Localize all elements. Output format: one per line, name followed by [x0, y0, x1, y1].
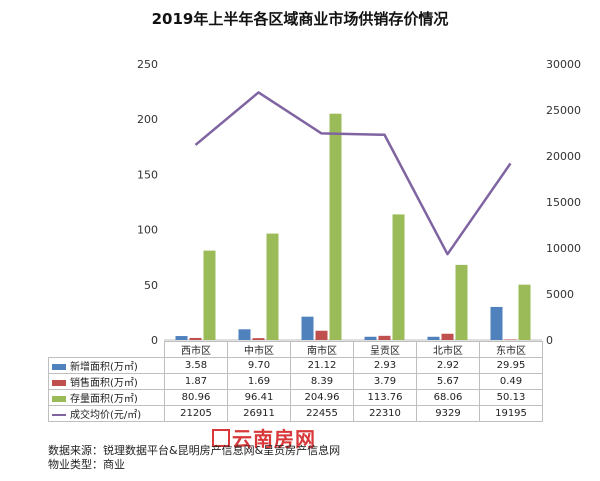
bar	[329, 113, 342, 341]
data-label: 3.79	[353, 373, 417, 390]
data-label: 21205	[164, 405, 228, 422]
source-label: 数据来源：	[48, 444, 103, 457]
bar	[175, 336, 188, 340]
bar	[238, 329, 251, 340]
y2-tick-label: 15000	[546, 196, 581, 209]
data-label: 5.67	[416, 373, 480, 390]
data-label: 9329	[416, 405, 480, 422]
bar	[203, 250, 216, 340]
legend-entry: 存量面积(万㎡)	[48, 389, 165, 406]
y-tick-label: 200	[137, 113, 158, 126]
source-value: 锐理数据平台&昆明房产信息网&呈贡房产信息网	[103, 444, 341, 457]
bar	[364, 336, 377, 340]
data-label: 19195	[479, 405, 543, 422]
bar	[441, 333, 454, 340]
chart-title: 2019年上半年各区域商业市场供销存价情况	[151, 10, 449, 28]
site-watermark: 云南房网	[212, 423, 316, 452]
bar	[301, 316, 314, 340]
y-tick-label: 250	[137, 58, 158, 71]
data-label: 68.06	[416, 389, 480, 406]
legend-swatch	[52, 364, 66, 370]
bar	[378, 335, 391, 340]
data-label: 2.92	[416, 357, 480, 374]
property-type-label: 物业类型：	[48, 458, 103, 471]
y-tick-label: 150	[137, 168, 158, 181]
table-row: 存量面积(万㎡) 80.96 96.41 204.96 113.76 68.06 50.13	[48, 389, 543, 406]
legend-entry: 销售面积(万㎡)	[48, 373, 165, 390]
y2-tick-label: 10000	[546, 242, 581, 255]
table-header-row: 西市区 中市区 南市区 呈贡区 北市区 东市区	[48, 341, 543, 358]
y-tick-label: 100	[137, 224, 158, 237]
data-label: 2.93	[353, 357, 417, 374]
category-label: 北市区	[416, 341, 480, 358]
bar	[252, 338, 265, 340]
bar	[504, 339, 517, 340]
data-label: 96.41	[227, 389, 291, 406]
data-label: 22455	[290, 405, 354, 422]
data-label: 0.49	[479, 373, 543, 390]
table-row: 成交均价(元/㎡) 21205 26911 22455 22310 9329 19195	[48, 405, 543, 422]
logo-box-icon	[212, 429, 230, 447]
y2-tick-label: 25000	[546, 104, 581, 117]
bar	[266, 233, 279, 340]
series-line	[194, 91, 512, 256]
series-name: 存量面积(万㎡)	[70, 394, 138, 405]
data-label: 3.58	[164, 357, 228, 374]
bar	[518, 284, 531, 340]
source-line: 数据来源：锐理数据平台&昆明房产信息网&呈贡房产信息网	[48, 444, 340, 458]
category-label: 呈贡区	[353, 341, 417, 358]
bar	[490, 306, 503, 340]
data-label: 8.39	[290, 373, 354, 390]
y-tick-label: 50	[144, 279, 158, 292]
bar	[455, 264, 468, 340]
data-label: 29.95	[479, 357, 543, 374]
bar	[392, 214, 405, 340]
property-type-value: 商业	[103, 458, 125, 471]
data-label: 1.87	[164, 373, 228, 390]
y2-tick-label: 0	[546, 334, 553, 347]
legend-swatch	[52, 414, 66, 416]
data-label: 21.12	[290, 357, 354, 374]
legend-swatch	[52, 396, 66, 402]
data-label: 80.96	[164, 389, 228, 406]
data-label: 26911	[227, 405, 291, 422]
data-label: 204.96	[290, 389, 354, 406]
property-type-line: 物业类型：商业	[48, 458, 340, 472]
bar	[189, 337, 202, 340]
data-label: 22310	[353, 405, 417, 422]
y-tick-label: 0	[151, 334, 158, 347]
category-label: 东市区	[479, 341, 543, 358]
series-name: 新增面积(万㎡)	[70, 362, 138, 373]
series-name: 销售面积(万㎡)	[70, 378, 138, 389]
category-label: 南市区	[290, 341, 354, 358]
y2-tick-label: 20000	[546, 150, 581, 163]
data-label: 1.69	[227, 373, 291, 390]
series-name: 成交均价(元/㎡)	[70, 410, 142, 421]
legend-swatch	[52, 380, 66, 386]
table-row: 新增面积(万㎡) 3.58 9.70 21.12 2.93 2.92 29.95	[48, 357, 543, 374]
table-row: 销售面积(万㎡) 1.87 1.69 8.39 3.79 5.67 0.49	[48, 373, 543, 390]
table-corner	[48, 341, 165, 358]
category-label: 中市区	[227, 341, 291, 358]
data-label: 113.76	[353, 389, 417, 406]
data-label: 9.70	[227, 357, 291, 374]
source-block: 数据来源：锐理数据平台&昆明房产信息网&呈贡房产信息网 物业类型：商业	[48, 444, 340, 472]
y2-tick-label: 30000	[546, 58, 581, 71]
watermark-text: 云南房网	[232, 427, 316, 451]
category-label: 西市区	[164, 341, 228, 358]
bar	[315, 330, 328, 340]
bar	[427, 336, 440, 340]
legend-entry: 新增面积(万㎡)	[48, 357, 165, 374]
y2-tick-label: 5000	[546, 288, 574, 301]
legend-entry: 成交均价(元/㎡)	[48, 405, 165, 422]
data-label: 50.13	[479, 389, 543, 406]
data-table: 西市区 中市区 南市区 呈贡区 北市区 东市区 新增面积(万㎡) 3.58 9.70 21.12…	[48, 341, 543, 422]
